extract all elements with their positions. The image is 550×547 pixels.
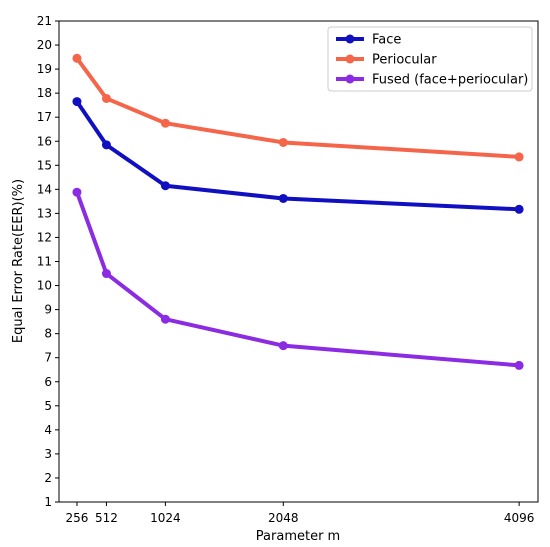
legend-label: Fused (face+periocular) [372, 73, 528, 88]
y-tick-label: 21 [37, 14, 52, 28]
y-tick-label: 11 [37, 255, 52, 269]
series-layer [72, 53, 524, 370]
legend-box [327, 26, 533, 92]
data-point [278, 341, 288, 351]
legend-marker [345, 54, 355, 64]
data-point [101, 269, 111, 279]
y-tick-label: 12 [37, 230, 52, 244]
y-tick-label: 5 [44, 399, 52, 413]
x-tick-label: 1024 [150, 511, 181, 525]
y-tick-label: 7 [44, 351, 52, 365]
x-tick-label: 4096 [504, 511, 535, 525]
y-tick-label: 14 [37, 182, 52, 196]
legend-label: Face [372, 33, 401, 48]
x-axis-label: Parameter m [256, 529, 340, 544]
y-tick-label: 19 [37, 62, 52, 76]
x-axis: 256 512 1024 2048 4096 [66, 502, 535, 525]
data-point [514, 152, 524, 162]
data-point [101, 93, 111, 103]
y-tick-label: 20 [37, 38, 52, 52]
legend-label: Periocular [372, 53, 437, 68]
y-tick-label: 2 [44, 471, 52, 485]
y-tick-label: 13 [37, 206, 52, 220]
data-point [278, 193, 288, 203]
y-tick-label: 15 [37, 158, 52, 172]
y-tick-label: 9 [44, 303, 52, 317]
y-tick-label: 8 [44, 327, 52, 341]
data-point [72, 97, 82, 107]
data-point [160, 314, 170, 324]
legend-marker [345, 34, 355, 44]
y-tick-label: 10 [37, 279, 52, 293]
y-tick-label: 3 [44, 447, 52, 461]
x-tick-label: 256 [66, 511, 89, 525]
x-tick-label: 512 [95, 511, 118, 525]
y-tick-label: 18 [37, 86, 52, 100]
x-tick-label: 2048 [268, 511, 299, 525]
data-point [278, 137, 288, 147]
y-tick-label: 1 [44, 495, 52, 509]
data-point [514, 204, 524, 214]
legend-marker [345, 74, 355, 84]
data-point [72, 187, 82, 197]
y-tick-label: 16 [37, 134, 52, 148]
data-point [160, 118, 170, 128]
y-tick-label: 4 [44, 423, 52, 437]
y-axis-label: Equal Error Rate(EER)(%) [11, 179, 26, 343]
data-point [101, 140, 111, 150]
data-point [160, 181, 170, 191]
plot-area [58, 20, 539, 503]
legend: Face Periocular Fused (face+periocular) [327, 26, 533, 92]
y-tick-label: 17 [37, 110, 52, 124]
data-point [514, 360, 524, 370]
y-tick-label: 6 [44, 375, 52, 389]
data-point [72, 53, 82, 63]
